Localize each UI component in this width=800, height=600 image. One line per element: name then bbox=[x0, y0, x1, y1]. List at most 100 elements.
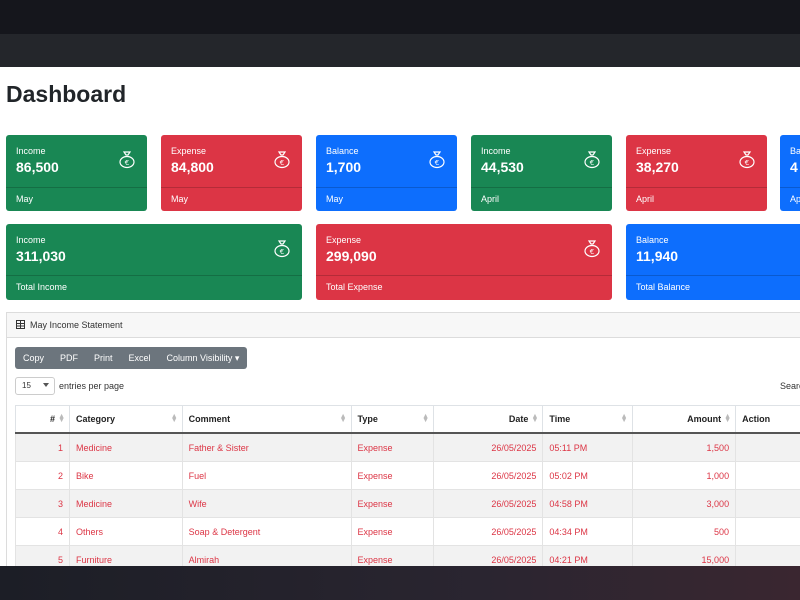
card-total-income[interactable]: Income 311,030 € Total Income bbox=[6, 224, 302, 300]
card-value: 38,270 bbox=[636, 159, 679, 175]
card-balance-april[interactable]: Bal 4 Ap bbox=[780, 135, 800, 211]
copy-button[interactable]: Copy bbox=[23, 353, 45, 363]
svg-text:€: € bbox=[435, 159, 439, 167]
cell-date: 26/05/2025 bbox=[433, 489, 544, 518]
cell-type: Expense bbox=[350, 545, 435, 566]
cell-time: 04:21 PM bbox=[542, 545, 633, 566]
income-statement-panel: May Income Statement Copy PDF Print Exce… bbox=[6, 312, 800, 566]
card-label: Income bbox=[481, 146, 511, 156]
card-label: Expense bbox=[326, 235, 362, 245]
card-total-balance[interactable]: Balance 11,940 Total Balance bbox=[626, 224, 800, 300]
cell-amount: 1,000 bbox=[631, 461, 737, 490]
column-header-num[interactable]: # ▲ ▼ bbox=[15, 405, 70, 434]
cell-type: Expense bbox=[350, 432, 435, 462]
cell-time: 04:58 PM bbox=[542, 489, 633, 518]
card-label: Expense bbox=[636, 146, 672, 156]
cell-category: Furniture bbox=[69, 545, 183, 566]
card-income-april[interactable]: Income 44,530 € April bbox=[471, 135, 612, 211]
sort-icon: ▲ ▼ bbox=[170, 413, 178, 424]
card-expense-april[interactable]: Expense 38,270 € April bbox=[626, 135, 767, 211]
column-header-category[interactable]: Category ▲ ▼ bbox=[69, 405, 183, 434]
panel-header: May Income Statement bbox=[7, 313, 800, 338]
card-footer: Total Expense bbox=[316, 275, 612, 300]
card-footer: May bbox=[161, 187, 302, 211]
pdf-button[interactable]: PDF bbox=[60, 353, 79, 363]
entries-per-page-label: entries per page bbox=[59, 381, 125, 391]
excel-button[interactable]: Excel bbox=[128, 353, 151, 363]
cell-category: Medicine bbox=[69, 489, 183, 518]
table-header-row: # ▲ ▼ Category ▲ ▼ Comment ▲ ▼ Type ▲ ▼ Date ▲ ▼ T… bbox=[15, 405, 800, 434]
svg-text:€: € bbox=[590, 248, 594, 256]
table-row[interactable]: 3 Medicine Wife Expense 26/05/2025 04:58… bbox=[15, 489, 800, 518]
cell-date: 26/05/2025 bbox=[433, 545, 544, 566]
sort-icon: ▲ ▼ bbox=[422, 413, 430, 424]
card-balance-may[interactable]: Balance 1,700 € May bbox=[316, 135, 457, 211]
search-label: Searc bbox=[780, 381, 800, 391]
card-footer: Total Balance bbox=[626, 275, 800, 300]
money-bag-icon: € bbox=[274, 151, 290, 169]
card-footer: Ap bbox=[780, 187, 800, 211]
cell-num: 3 bbox=[15, 489, 70, 518]
column-visibility-button[interactable]: Column Visibility ▾ bbox=[166, 353, 240, 363]
column-header-time[interactable]: Time ▲ ▼ bbox=[542, 405, 633, 434]
cell-date: 26/05/2025 bbox=[433, 432, 544, 462]
cell-action bbox=[735, 545, 800, 566]
table-row[interactable]: 5 Furniture Almirah Expense 26/05/2025 0… bbox=[15, 545, 800, 566]
cell-action bbox=[735, 517, 800, 546]
card-value: 84,800 bbox=[171, 159, 214, 175]
cell-category: Others bbox=[69, 517, 183, 546]
money-bag-icon: € bbox=[584, 151, 600, 169]
sort-icon: ▲ ▼ bbox=[339, 413, 347, 424]
sort-icon: ▲ ▼ bbox=[724, 413, 732, 424]
cell-time: 05:02 PM bbox=[542, 461, 633, 490]
cell-comment: Almirah bbox=[181, 545, 352, 566]
card-label: Income bbox=[16, 146, 46, 156]
cell-num: 1 bbox=[15, 432, 70, 462]
dashboard-page: Dashboard Income 86,500 € May Expense 84… bbox=[0, 67, 800, 566]
entries-per-page-value: 15 bbox=[22, 381, 31, 390]
card-footer: April bbox=[626, 187, 767, 211]
cell-category: Medicine bbox=[69, 432, 183, 462]
card-total-expense[interactable]: Expense 299,090 € Total Expense bbox=[316, 224, 612, 300]
top-navbar bbox=[0, 34, 800, 67]
cell-amount: 3,000 bbox=[631, 489, 737, 518]
svg-text:€: € bbox=[745, 159, 749, 167]
cell-num: 4 bbox=[15, 517, 70, 546]
column-header-comment[interactable]: Comment ▲ ▼ bbox=[181, 405, 352, 434]
table-row[interactable]: 4 Others Soap & Detergent Expense 26/05/… bbox=[15, 517, 800, 546]
money-bag-icon: € bbox=[429, 151, 445, 169]
sort-icon: ▲ ▼ bbox=[620, 413, 628, 424]
card-value: 11,940 bbox=[636, 248, 679, 264]
cell-comment: Father & Sister bbox=[181, 432, 352, 462]
svg-text:€: € bbox=[280, 159, 284, 167]
cell-action bbox=[735, 461, 800, 490]
card-footer: April bbox=[471, 187, 612, 211]
cell-comment: Soap & Detergent bbox=[181, 517, 352, 546]
card-income-may[interactable]: Income 86,500 € May bbox=[6, 135, 147, 211]
card-value: 311,030 bbox=[16, 248, 66, 264]
table-icon bbox=[16, 320, 25, 329]
cell-action bbox=[735, 432, 800, 462]
sort-icon: ▲ ▼ bbox=[58, 413, 65, 424]
entries-per-page-select[interactable]: 15 bbox=[15, 377, 55, 395]
cell-num: 5 bbox=[15, 545, 70, 566]
cell-action bbox=[735, 489, 800, 518]
chevron-down-icon bbox=[43, 383, 49, 387]
svg-text:€: € bbox=[590, 159, 594, 167]
cell-amount: 1,500 bbox=[631, 432, 737, 462]
cell-time: 05:11 PM bbox=[542, 432, 633, 462]
cell-date: 26/05/2025 bbox=[433, 517, 544, 546]
column-header-type[interactable]: Type ▲ ▼ bbox=[350, 405, 435, 434]
column-header-amount[interactable]: Amount ▲ ▼ bbox=[631, 405, 737, 434]
money-bag-icon: € bbox=[119, 151, 135, 169]
cell-time: 04:34 PM bbox=[542, 517, 633, 546]
print-button[interactable]: Print bbox=[94, 353, 113, 363]
backdrop-bottom bbox=[0, 566, 800, 600]
table-row[interactable]: 1 Medicine Father & Sister Expense 26/05… bbox=[15, 432, 800, 462]
card-value: 4 bbox=[790, 159, 798, 175]
column-header-date[interactable]: Date ▲ ▼ bbox=[433, 405, 544, 434]
cell-comment: Wife bbox=[181, 489, 352, 518]
backdrop-top bbox=[0, 0, 800, 34]
table-row[interactable]: 2 Bike Fuel Expense 26/05/2025 05:02 PM … bbox=[15, 461, 800, 490]
card-expense-may[interactable]: Expense 84,800 € May bbox=[161, 135, 302, 211]
